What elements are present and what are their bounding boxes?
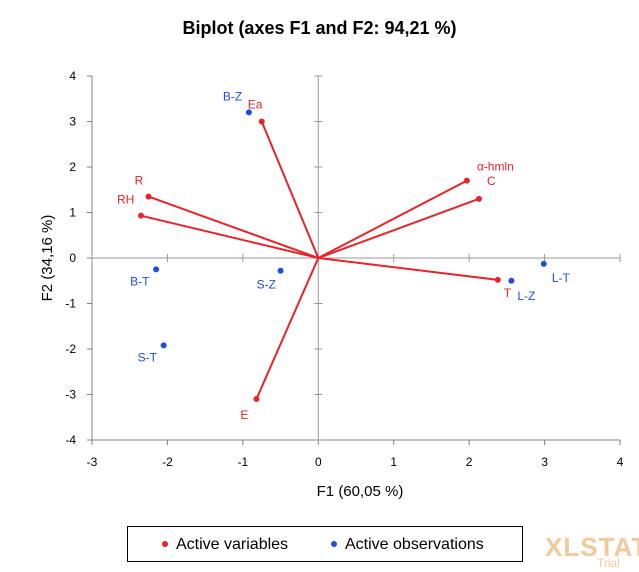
variable-point <box>463 177 470 184</box>
chart-title: Biplot (axes F1 and F2: 94,21 %) <box>182 18 457 38</box>
variable-point <box>258 118 265 125</box>
observation-point <box>508 277 515 284</box>
x-axis-label: F1 (60,05 %) <box>317 483 404 500</box>
legend-marker-variables <box>162 540 168 547</box>
observation-label: S-T <box>138 350 158 364</box>
observation-point <box>245 109 252 116</box>
variable-vector <box>317 197 480 259</box>
y-tick-label: 3 <box>69 115 76 129</box>
observation-label: L-Z <box>517 289 535 303</box>
x-tick-label: -2 <box>162 455 173 469</box>
observation-label: B-Z <box>223 89 242 103</box>
observation-label: S-Z <box>257 278 276 292</box>
x-tick-label: 1 <box>390 455 397 469</box>
variable-label: RH <box>117 193 134 207</box>
x-tick-label: 0 <box>315 455 322 469</box>
variable-point <box>145 193 152 200</box>
variable-label: T <box>504 286 512 300</box>
legend-label-observations: Active observations <box>345 536 484 553</box>
x-tick-label: 2 <box>466 455 473 469</box>
watermark-sub: Trial <box>597 556 620 570</box>
x-tick-label: -1 <box>238 455 249 469</box>
variable-point <box>475 195 482 202</box>
observation-point <box>277 267 284 274</box>
observation-point <box>153 266 160 273</box>
y-tick-label: -1 <box>65 297 76 311</box>
variable-label: E <box>240 408 248 422</box>
top-border <box>0 0 639 4</box>
x-tick-label: 3 <box>541 455 548 469</box>
y-axis-label: F2 (34,16 %) <box>39 215 56 302</box>
variable-point <box>253 396 260 403</box>
variable-vector <box>255 257 320 400</box>
variable-label: R <box>135 174 144 188</box>
observation-label: L-T <box>552 271 571 285</box>
observation-point <box>540 260 547 267</box>
legend-marker-observations <box>331 540 337 547</box>
watermark-brand: XLSTAT <box>545 532 639 562</box>
legend-label-variables: Active variables <box>176 536 289 553</box>
variable-label: C <box>487 174 496 188</box>
y-tick-label: -2 <box>65 342 76 356</box>
variable-vector <box>318 257 498 281</box>
y-tick-label: -4 <box>65 433 76 447</box>
variable-point <box>138 212 145 219</box>
variable-vector <box>260 121 320 259</box>
y-tick-label: 1 <box>69 206 76 220</box>
variable-vector <box>140 214 319 259</box>
legend-item-variables: Active variables <box>162 527 288 563</box>
variable-vector <box>317 179 468 259</box>
legend: Active variables Active observations <box>127 526 523 562</box>
observation-point <box>160 342 167 349</box>
y-tick-label: -3 <box>65 388 76 402</box>
variable-vector <box>148 195 319 259</box>
y-tick-label: 4 <box>69 69 76 83</box>
variable-label: Ea <box>248 98 263 112</box>
variable-point <box>494 276 501 283</box>
y-tick-label: 2 <box>69 160 76 174</box>
y-tick-label: 0 <box>69 251 76 265</box>
legend-item-observations: Active observations <box>331 527 484 563</box>
variable-label: α-hmln <box>477 160 514 174</box>
x-tick-label: -3 <box>87 455 98 469</box>
observation-label: B-T <box>130 274 150 288</box>
x-tick-label: 4 <box>617 455 624 469</box>
